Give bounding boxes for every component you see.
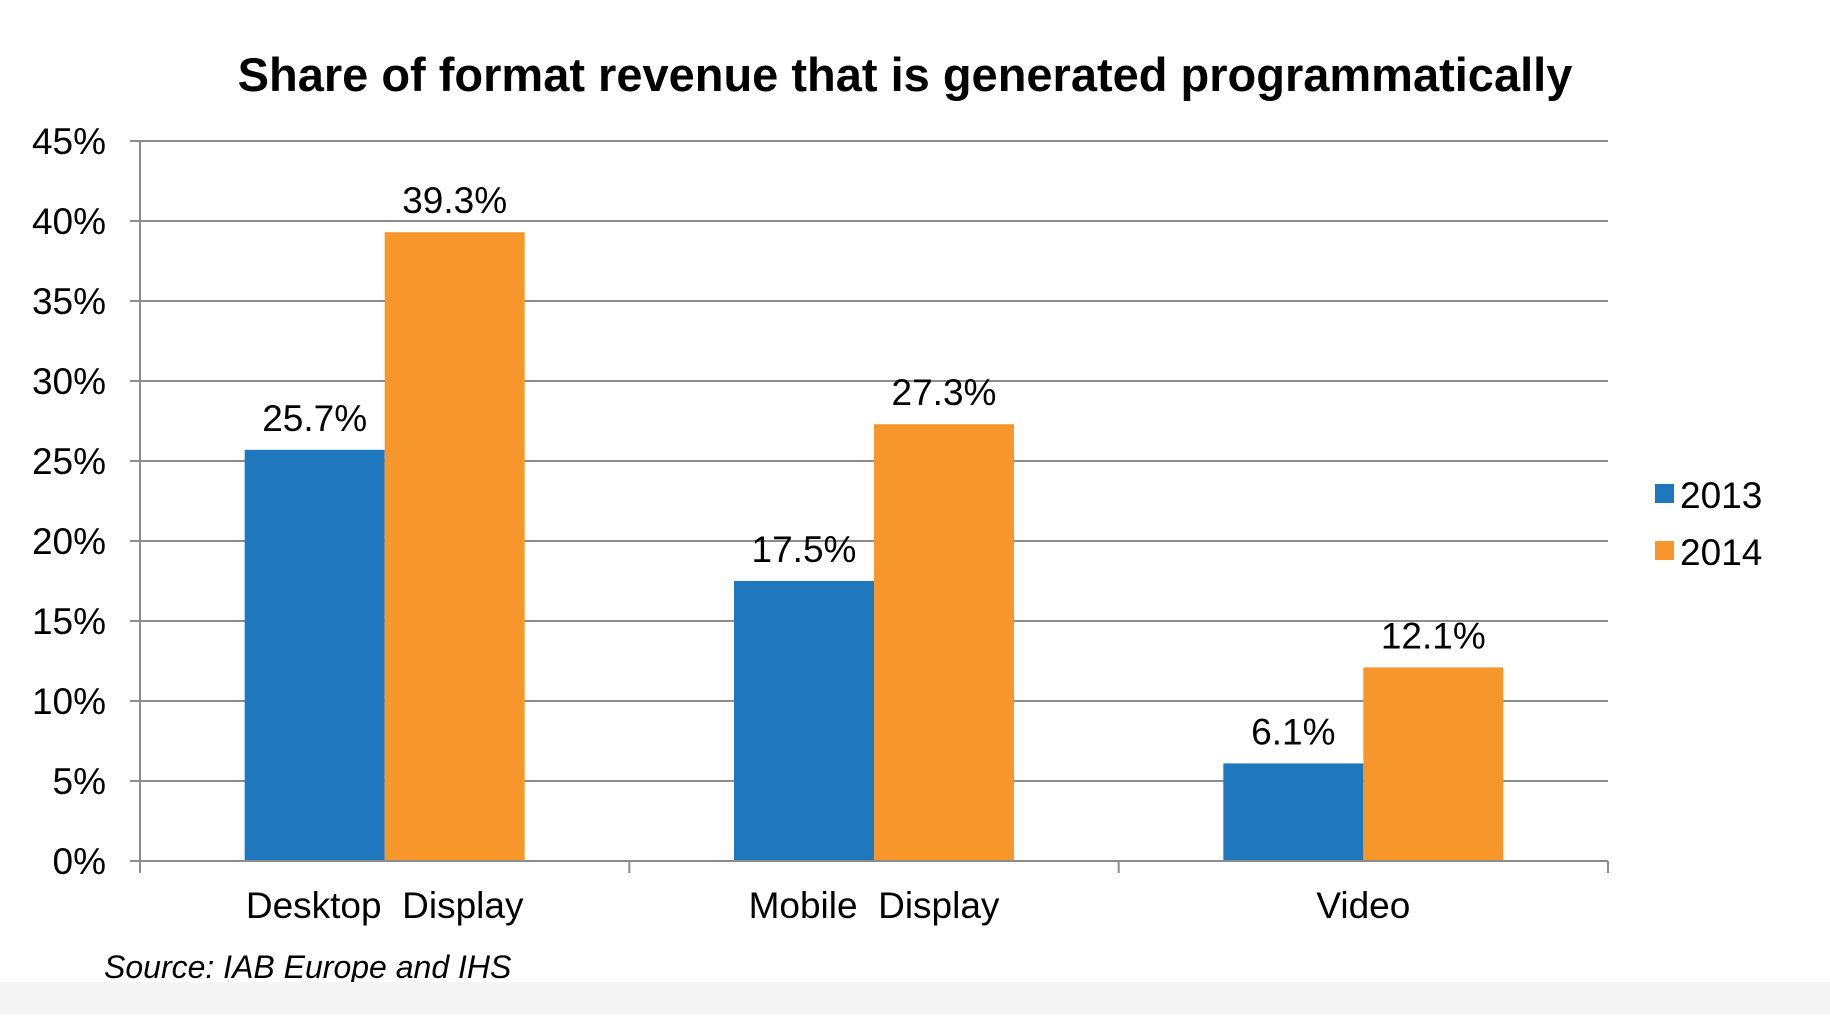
bar-2014 <box>874 424 1014 861</box>
x-category-label: Desktop Display <box>246 885 524 926</box>
data-label: 12.1% <box>1381 615 1486 656</box>
y-tick-label: 20% <box>32 521 106 562</box>
data-label: 17.5% <box>752 529 857 570</box>
legend-swatch-2014 <box>1655 541 1674 560</box>
x-category-label: Mobile Display <box>749 885 1000 926</box>
y-tick-label: 5% <box>53 761 106 802</box>
axes: 0% 5% 10% 15% 20% 25% 30% 35% 40% 45% Desktop Disp… <box>32 121 1609 926</box>
bar-2014 <box>384 232 525 861</box>
legend-swatch-2013 <box>1655 484 1674 503</box>
y-tick-label: 30% <box>32 361 106 402</box>
y-tick-label: 10% <box>32 681 106 722</box>
data-label: 25.7% <box>262 398 367 439</box>
legend-label: 2014 <box>1680 532 1762 573</box>
bottom-band <box>0 982 1830 1014</box>
x-category-label: Video <box>1316 885 1410 926</box>
bar-2013 <box>1223 763 1364 861</box>
y-tick-label: 25% <box>32 441 106 482</box>
data-label: 27.3% <box>892 372 997 413</box>
chart-title: Share of format revenue that is generate… <box>238 48 1573 101</box>
data-labels: 25.7% 39.3% 17.5% 27.3% 6.1% 12.1% <box>262 180 1486 752</box>
y-tick-label: 15% <box>32 601 106 642</box>
data-label: 6.1% <box>1251 711 1335 752</box>
source-note: Source: IAB Europe and IHS <box>104 949 511 985</box>
legend-label: 2013 <box>1680 475 1762 516</box>
bar-2014 <box>1363 667 1504 861</box>
y-tick-label: 0% <box>53 841 106 882</box>
y-tick-label: 45% <box>32 121 106 162</box>
bar-2013 <box>244 449 385 861</box>
bar-2013 <box>734 581 874 861</box>
legend: 2013 2014 <box>1655 475 1762 573</box>
y-tick-label: 40% <box>32 201 106 242</box>
bars <box>244 232 1504 861</box>
y-tick-label: 35% <box>32 281 106 322</box>
data-label: 39.3% <box>402 180 507 221</box>
